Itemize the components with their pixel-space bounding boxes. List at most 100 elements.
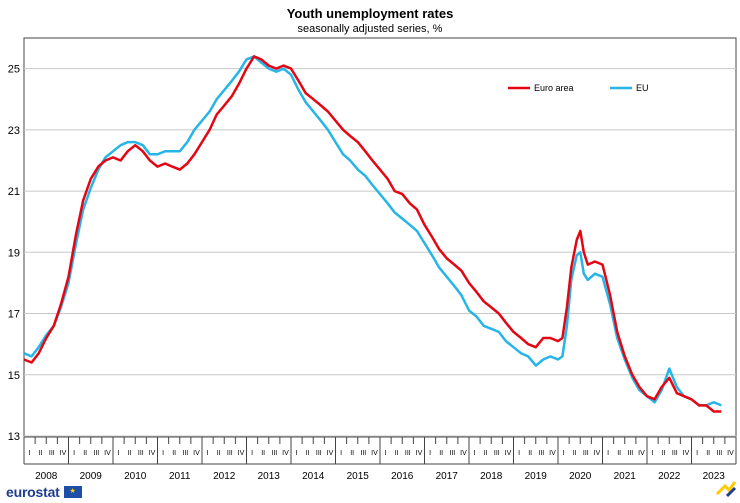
quarter-label: III: [227, 450, 233, 457]
quarter-label: I: [296, 450, 298, 457]
quarter-label: IV: [594, 450, 601, 457]
quarter-label: III: [716, 450, 722, 457]
quarter-label: III: [405, 450, 411, 457]
quarter-label: IV: [416, 450, 423, 457]
chart-legend: Euro area EU: [508, 83, 649, 93]
year-label: 2023: [703, 471, 726, 482]
quarter-label: II: [617, 450, 621, 457]
year-label: 2010: [124, 471, 147, 482]
year-label: 2020: [569, 471, 592, 482]
quarter-label: II: [395, 450, 399, 457]
quarter-label: I: [607, 450, 609, 457]
quarter-label: III: [138, 450, 144, 457]
y-tick-label: 17: [8, 309, 20, 321]
series-line-eu: [23, 55, 722, 407]
quarter-label: I: [474, 450, 476, 457]
quarter-label: I: [207, 450, 209, 457]
eurostat-logo: eurostat ★: [6, 484, 82, 500]
quarter-label: IV: [60, 450, 67, 457]
quarter-label: III: [538, 450, 544, 457]
quarter-label: IV: [149, 450, 156, 457]
quarter-label: I: [251, 450, 253, 457]
plot-frame: [23, 37, 737, 437]
quarter-label: II: [128, 450, 132, 457]
chart-title: Youth unemployment rates: [286, 6, 454, 21]
quarter-label: III: [494, 450, 500, 457]
series-layer: [23, 55, 722, 413]
quarter-label: III: [672, 450, 678, 457]
y-tick-label: 13: [8, 431, 20, 443]
year-label: 2014: [302, 471, 325, 482]
year-label: 2009: [80, 471, 103, 482]
year-label: 2011: [169, 471, 191, 482]
quarter-label: II: [350, 450, 354, 457]
swoosh-icon: [715, 481, 737, 498]
quarter-label: I: [429, 450, 431, 457]
quarter-label: I: [29, 450, 31, 457]
quarter-label: II: [261, 450, 265, 457]
quarter-label: III: [271, 450, 277, 457]
year-label: 2016: [391, 471, 414, 482]
y-tick-label: 19: [8, 247, 20, 259]
quarter-label: IV: [282, 450, 289, 457]
quarter-label: III: [182, 450, 188, 457]
quarter-label: II: [39, 450, 43, 457]
quarter-label: IV: [683, 450, 690, 457]
y-tick-label: 15: [8, 370, 20, 382]
quarter-label: IV: [727, 450, 734, 457]
logo-text: eurostat: [6, 484, 60, 500]
quarter-label: I: [73, 450, 75, 457]
quarter-label: IV: [193, 450, 200, 457]
quarter-label: I: [385, 450, 387, 457]
quarter-label: I: [118, 450, 120, 457]
series-line-euro-area: [23, 55, 722, 413]
quarter-label: III: [360, 450, 366, 457]
legend-label: EU: [636, 83, 649, 93]
quarter-label: III: [316, 450, 322, 457]
quarter-label: II: [484, 450, 488, 457]
year-label: 2008: [35, 471, 58, 482]
quarter-label: IV: [327, 450, 334, 457]
quarter-label: I: [340, 450, 342, 457]
quarter-label: I: [652, 450, 654, 457]
quarter-label: II: [706, 450, 710, 457]
year-label: 2013: [258, 471, 281, 482]
quarter-label: III: [583, 450, 589, 457]
quarter-label: IV: [104, 450, 111, 457]
quarter-label: III: [93, 450, 99, 457]
chart-subtitle: seasonally adjusted series, %: [297, 23, 443, 35]
quarter-label: IV: [638, 450, 645, 457]
quarter-label: IV: [238, 450, 245, 457]
quarter-label: II: [306, 450, 310, 457]
quarter-label: II: [439, 450, 443, 457]
year-label: 2019: [525, 471, 548, 482]
year-label: 2018: [480, 471, 503, 482]
quarter-label: IV: [505, 450, 512, 457]
quarter-label: I: [696, 450, 698, 457]
y-tick-label: 23: [8, 125, 20, 137]
quarter-label: III: [49, 450, 55, 457]
year-label: 2021: [614, 471, 637, 482]
quarter-label: III: [627, 450, 633, 457]
quarter-label: IV: [371, 450, 378, 457]
quarter-label: II: [662, 450, 666, 457]
year-label: 2015: [347, 471, 370, 482]
quarter-label: II: [573, 450, 577, 457]
quarter-label: IV: [460, 450, 467, 457]
year-label: 2012: [213, 471, 236, 482]
quarter-label: I: [162, 450, 164, 457]
legend-label: Euro area: [534, 83, 574, 93]
quarter-label: III: [449, 450, 455, 457]
year-label: 2017: [436, 471, 459, 482]
grid-layer: [23, 37, 737, 437]
eu-flag-icon: ★: [63, 486, 82, 498]
quarter-label: II: [528, 450, 532, 457]
quarter-label: II: [217, 450, 221, 457]
y-tick-label: 25: [8, 64, 20, 76]
quarter-label: IV: [549, 450, 556, 457]
year-label: 2022: [658, 471, 681, 482]
quarter-label: I: [563, 450, 565, 457]
quarter-label: II: [172, 450, 176, 457]
